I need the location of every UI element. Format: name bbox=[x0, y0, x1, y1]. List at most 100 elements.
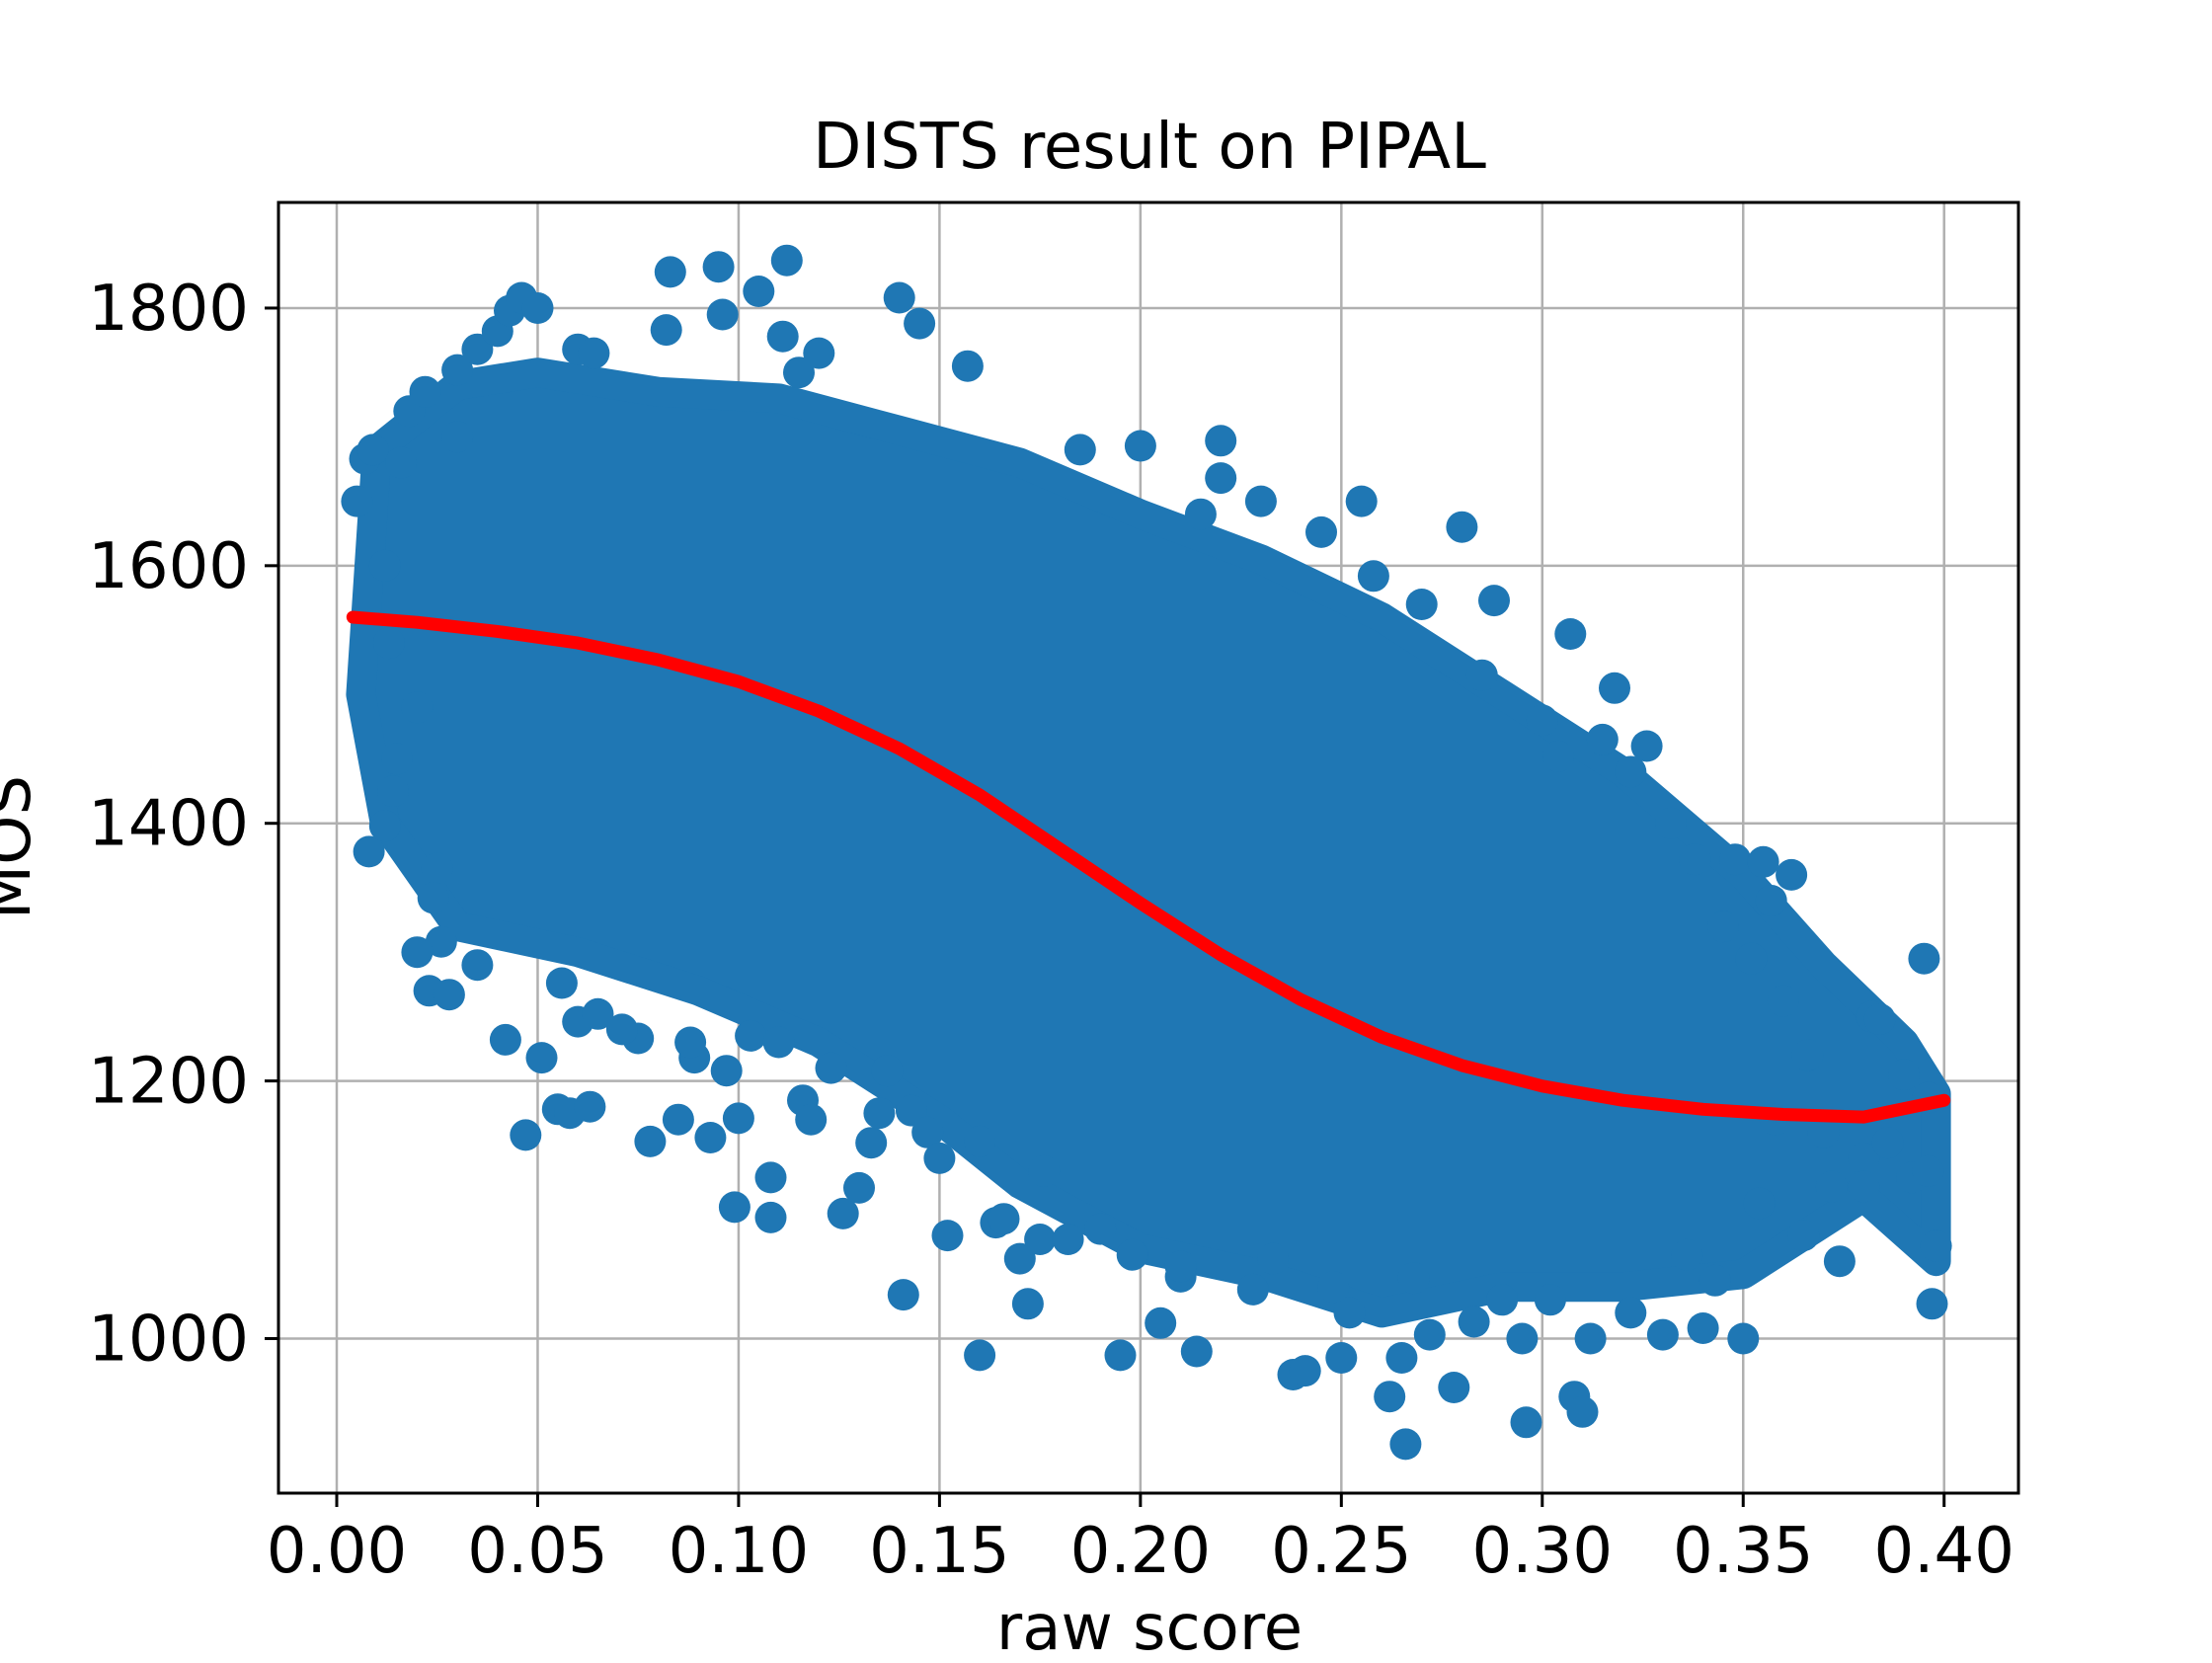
scatter-point bbox=[356, 434, 389, 466]
chart-title: DISTS result on PIPAL bbox=[813, 111, 1486, 184]
scatter-point bbox=[1244, 485, 1277, 517]
scatter-point bbox=[381, 743, 413, 775]
scatter-point bbox=[1823, 1245, 1856, 1278]
scatter-point bbox=[578, 337, 610, 369]
y-axis: 1000 1200 1400 1600 1800 bbox=[88, 273, 278, 1376]
scatter-point bbox=[441, 421, 474, 453]
scatter-point bbox=[1011, 1288, 1044, 1320]
y-tick-label: 1200 bbox=[88, 1046, 249, 1119]
scatter-point bbox=[582, 997, 614, 1030]
scatter-point bbox=[718, 1191, 750, 1224]
scatter-point bbox=[1333, 1297, 1366, 1329]
scatter-point bbox=[1405, 589, 1438, 620]
scatter-point bbox=[871, 1055, 904, 1087]
scatter-point bbox=[743, 276, 775, 307]
scatter-point bbox=[1257, 1242, 1290, 1275]
scatter-point bbox=[883, 281, 915, 314]
x-tick-label: 0.25 bbox=[1271, 1515, 1412, 1588]
scatter-point bbox=[1124, 430, 1156, 462]
scatter-point bbox=[1397, 1262, 1430, 1295]
scatter-point bbox=[662, 1103, 694, 1136]
scatter-point bbox=[1305, 515, 1337, 548]
scatter-point bbox=[650, 314, 682, 347]
scatter-point bbox=[1345, 485, 1378, 517]
scatter-point bbox=[372, 627, 405, 660]
scatter-point bbox=[1735, 942, 1768, 975]
scatter-point bbox=[887, 1279, 919, 1311]
scatter-point bbox=[1698, 1264, 1731, 1297]
scatter-point bbox=[521, 292, 554, 324]
scatter-point bbox=[1003, 1242, 1036, 1275]
scatter-series bbox=[341, 244, 1952, 1461]
scatter-point bbox=[1534, 1284, 1566, 1316]
scatter-point bbox=[1747, 845, 1779, 878]
scatter-point bbox=[421, 852, 453, 885]
x-tick-label: 0.30 bbox=[1472, 1515, 1614, 1588]
fit-curve-line bbox=[346, 610, 1951, 1124]
scatter-point bbox=[770, 244, 803, 277]
scatter-point bbox=[722, 1102, 754, 1135]
x-tick-label: 0.35 bbox=[1673, 1515, 1814, 1588]
scatter-point bbox=[1586, 723, 1619, 755]
scatter-point bbox=[461, 333, 494, 365]
scatter-point bbox=[1289, 1355, 1321, 1387]
scatter-point bbox=[1727, 1322, 1760, 1355]
scatter-point bbox=[706, 298, 739, 331]
scatter-point bbox=[964, 1339, 996, 1372]
scatter-point bbox=[795, 1103, 828, 1136]
scatter-point bbox=[425, 925, 457, 958]
scatter-point bbox=[433, 979, 465, 1011]
scatter-point bbox=[417, 882, 449, 914]
scatter-point bbox=[510, 1119, 542, 1151]
scatter-point bbox=[951, 350, 984, 382]
scatter-point bbox=[1164, 1250, 1197, 1283]
scatter-point bbox=[1510, 1406, 1542, 1439]
scatter-point bbox=[1205, 425, 1237, 457]
scatter-point bbox=[1655, 807, 1687, 839]
scatter-point bbox=[1755, 885, 1787, 916]
scatter-point bbox=[1615, 1297, 1647, 1329]
scatter-point bbox=[401, 691, 434, 724]
scatter-point bbox=[1180, 1335, 1213, 1368]
scatter-point bbox=[1478, 585, 1510, 617]
scatter-point bbox=[783, 356, 815, 389]
scatter-point bbox=[545, 967, 578, 999]
scatter-point bbox=[674, 1026, 707, 1059]
scatter-point bbox=[1687, 1312, 1719, 1344]
scatter-point bbox=[1084, 1213, 1117, 1245]
scatter-point bbox=[441, 354, 474, 386]
x-axis-label: raw score bbox=[996, 1592, 1303, 1659]
scatter-point bbox=[964, 1125, 996, 1157]
scatter-point bbox=[409, 375, 441, 408]
x-tick-label: 0.05 bbox=[467, 1515, 608, 1588]
scatter-point bbox=[1064, 434, 1096, 466]
scatter-point bbox=[754, 1161, 787, 1194]
scatter-point bbox=[1848, 1142, 1880, 1174]
x-tick-label: 0.40 bbox=[1873, 1515, 2014, 1588]
scatter-point bbox=[1615, 755, 1647, 788]
scatter-point bbox=[1574, 1322, 1607, 1355]
scatter-point bbox=[341, 485, 373, 517]
scatter-point bbox=[766, 320, 799, 353]
scatter-point bbox=[1357, 560, 1389, 593]
scatter-point bbox=[863, 1097, 896, 1130]
y-tick-label: 1600 bbox=[88, 530, 249, 603]
y-tick-label: 1800 bbox=[88, 273, 249, 346]
scatter-point bbox=[904, 307, 936, 340]
scatter-point bbox=[1566, 1395, 1599, 1428]
scatter-point bbox=[1389, 1428, 1422, 1461]
scatter-point bbox=[923, 1142, 956, 1174]
scatter-point bbox=[1145, 1307, 1177, 1339]
scatter-point bbox=[1184, 498, 1217, 530]
scatter-point bbox=[843, 1171, 875, 1204]
scatter-point bbox=[1024, 1224, 1057, 1255]
scatter-point bbox=[605, 1013, 638, 1046]
scatter-point bbox=[1871, 1127, 1904, 1159]
scatter-point bbox=[377, 775, 409, 808]
x-axis: 0.00 0.05 0.10 0.15 0.20 0.25 0.30 0.35 0.40 bbox=[267, 1493, 2014, 1588]
fit-curve-series bbox=[346, 610, 1951, 1124]
scatter-point bbox=[1506, 1322, 1539, 1355]
scatter-point bbox=[1908, 942, 1940, 975]
y-axis-label: MOS bbox=[0, 775, 45, 919]
